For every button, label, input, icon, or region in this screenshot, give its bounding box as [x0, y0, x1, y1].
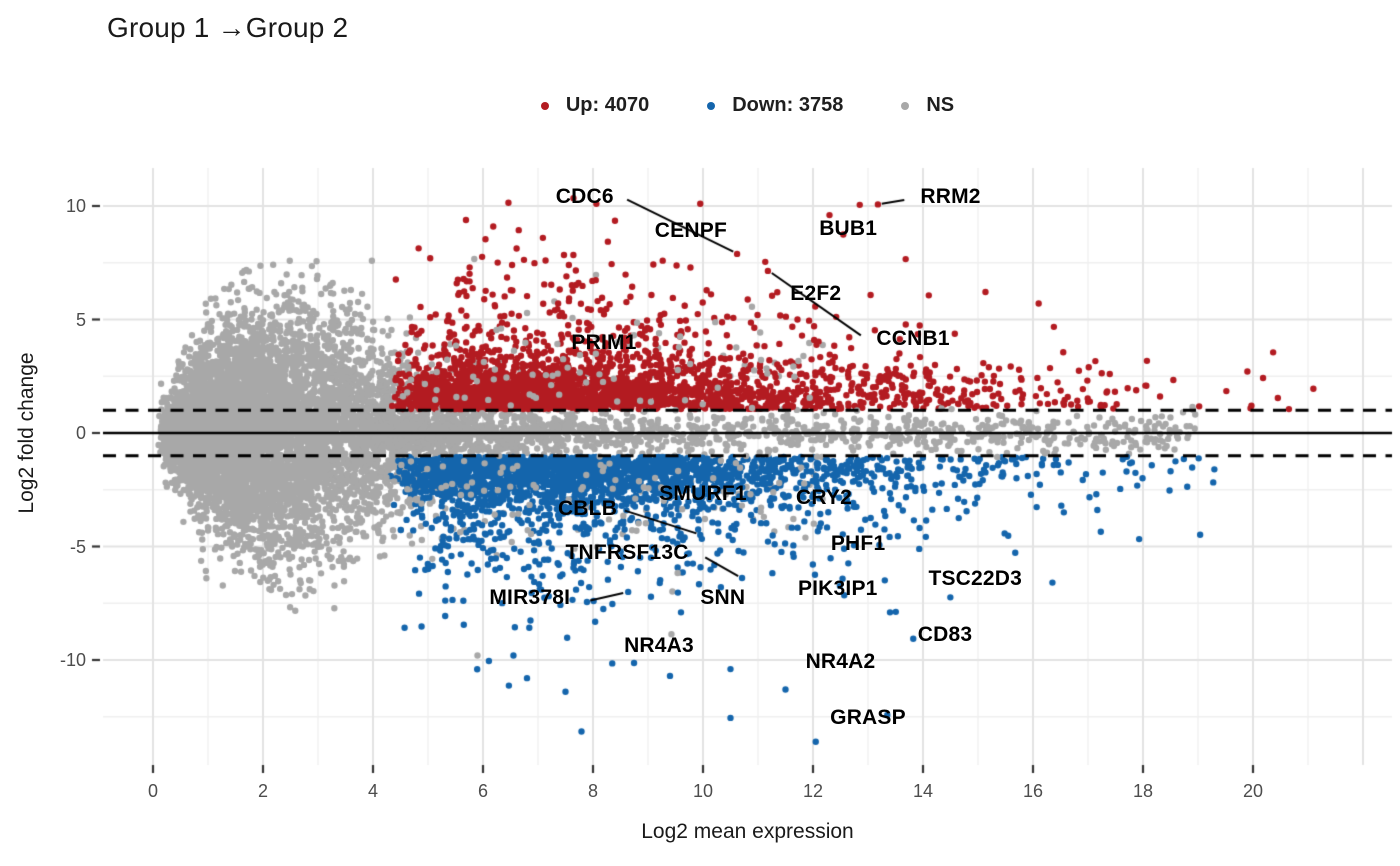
gene-label-snn: SNN [700, 586, 746, 610]
down-dot-icon [707, 101, 716, 110]
legend-label-up: Up: 4070 [565, 94, 650, 116]
gene-label-e2f2: E2F2 [790, 282, 842, 306]
legend: Up: 4070 Down: 3758 NS [103, 94, 1392, 117]
legend-item-down: Down: 3758 [707, 94, 843, 117]
x-tick-label-12: 12 [802, 781, 824, 801]
y-tick-label--10: -10 [59, 650, 86, 670]
plot-title: Group 1 →Group 2 [107, 12, 349, 43]
legend-label-down: Down: 3758 [732, 94, 844, 116]
y-tick-label-10: 10 [65, 196, 86, 216]
gene-label-cd83: CD83 [917, 623, 973, 647]
legend-item-ns: NS [901, 94, 954, 117]
x-tick-label-2: 2 [257, 781, 268, 801]
y-tick-label-0: 0 [75, 423, 86, 443]
gene-label-ccnb1: CCNB1 [876, 327, 950, 351]
legend-label-ns: NS [926, 94, 955, 116]
x-tick-label-20: 20 [1242, 781, 1264, 801]
gene-label-nr4a2: NR4A2 [805, 650, 876, 674]
ns-dot-icon [901, 101, 910, 110]
x-tick-label-16: 16 [1022, 781, 1044, 801]
y-axis-title: Log2 fold change [15, 352, 38, 514]
gene-label-cblb: CBLB [557, 497, 618, 521]
x-tick-label-8: 8 [587, 781, 598, 801]
gene-label-tsc22d3: TSC22D3 [928, 566, 1023, 590]
gene-label-tnfrsf13c: TNFRSF13C [565, 541, 689, 565]
x-tick-label-18: 18 [1132, 781, 1154, 801]
gene-label-mir378i: MIR378I [489, 586, 571, 610]
gene-label-smurf1: SMURF1 [659, 482, 747, 506]
x-tick-label-6: 6 [477, 781, 488, 801]
gene-label-bub1: BUB1 [819, 216, 878, 240]
gene-label-pik3ip1: PIK3IP1 [797, 576, 878, 600]
gene-label-cenpf: CENPF [654, 218, 727, 242]
gene-label-cdc6: CDC6 [555, 184, 614, 208]
y-tick-label--5: -5 [69, 536, 86, 557]
y-tick-label-5: 5 [75, 309, 86, 330]
x-axis-title: Log2 mean expression [641, 820, 854, 843]
gene-label-cry2: CRY2 [795, 485, 853, 509]
x-tick-label-14: 14 [912, 781, 934, 801]
up-dot-icon [540, 101, 549, 110]
x-tick-label-10: 10 [692, 781, 714, 801]
gene-label-rrm2: RRM2 [920, 184, 981, 208]
gene-label-grasp: GRASP [830, 705, 906, 729]
legend-item-up: Up: 4070 [540, 94, 650, 117]
gene-label-nr4a3: NR4A3 [624, 634, 694, 658]
gene-label-phf1: PHF1 [830, 532, 886, 555]
x-tick-label-0: 0 [147, 781, 158, 801]
x-tick-label-4: 4 [367, 781, 378, 801]
gene-label-prim1: PRIM1 [571, 331, 637, 355]
